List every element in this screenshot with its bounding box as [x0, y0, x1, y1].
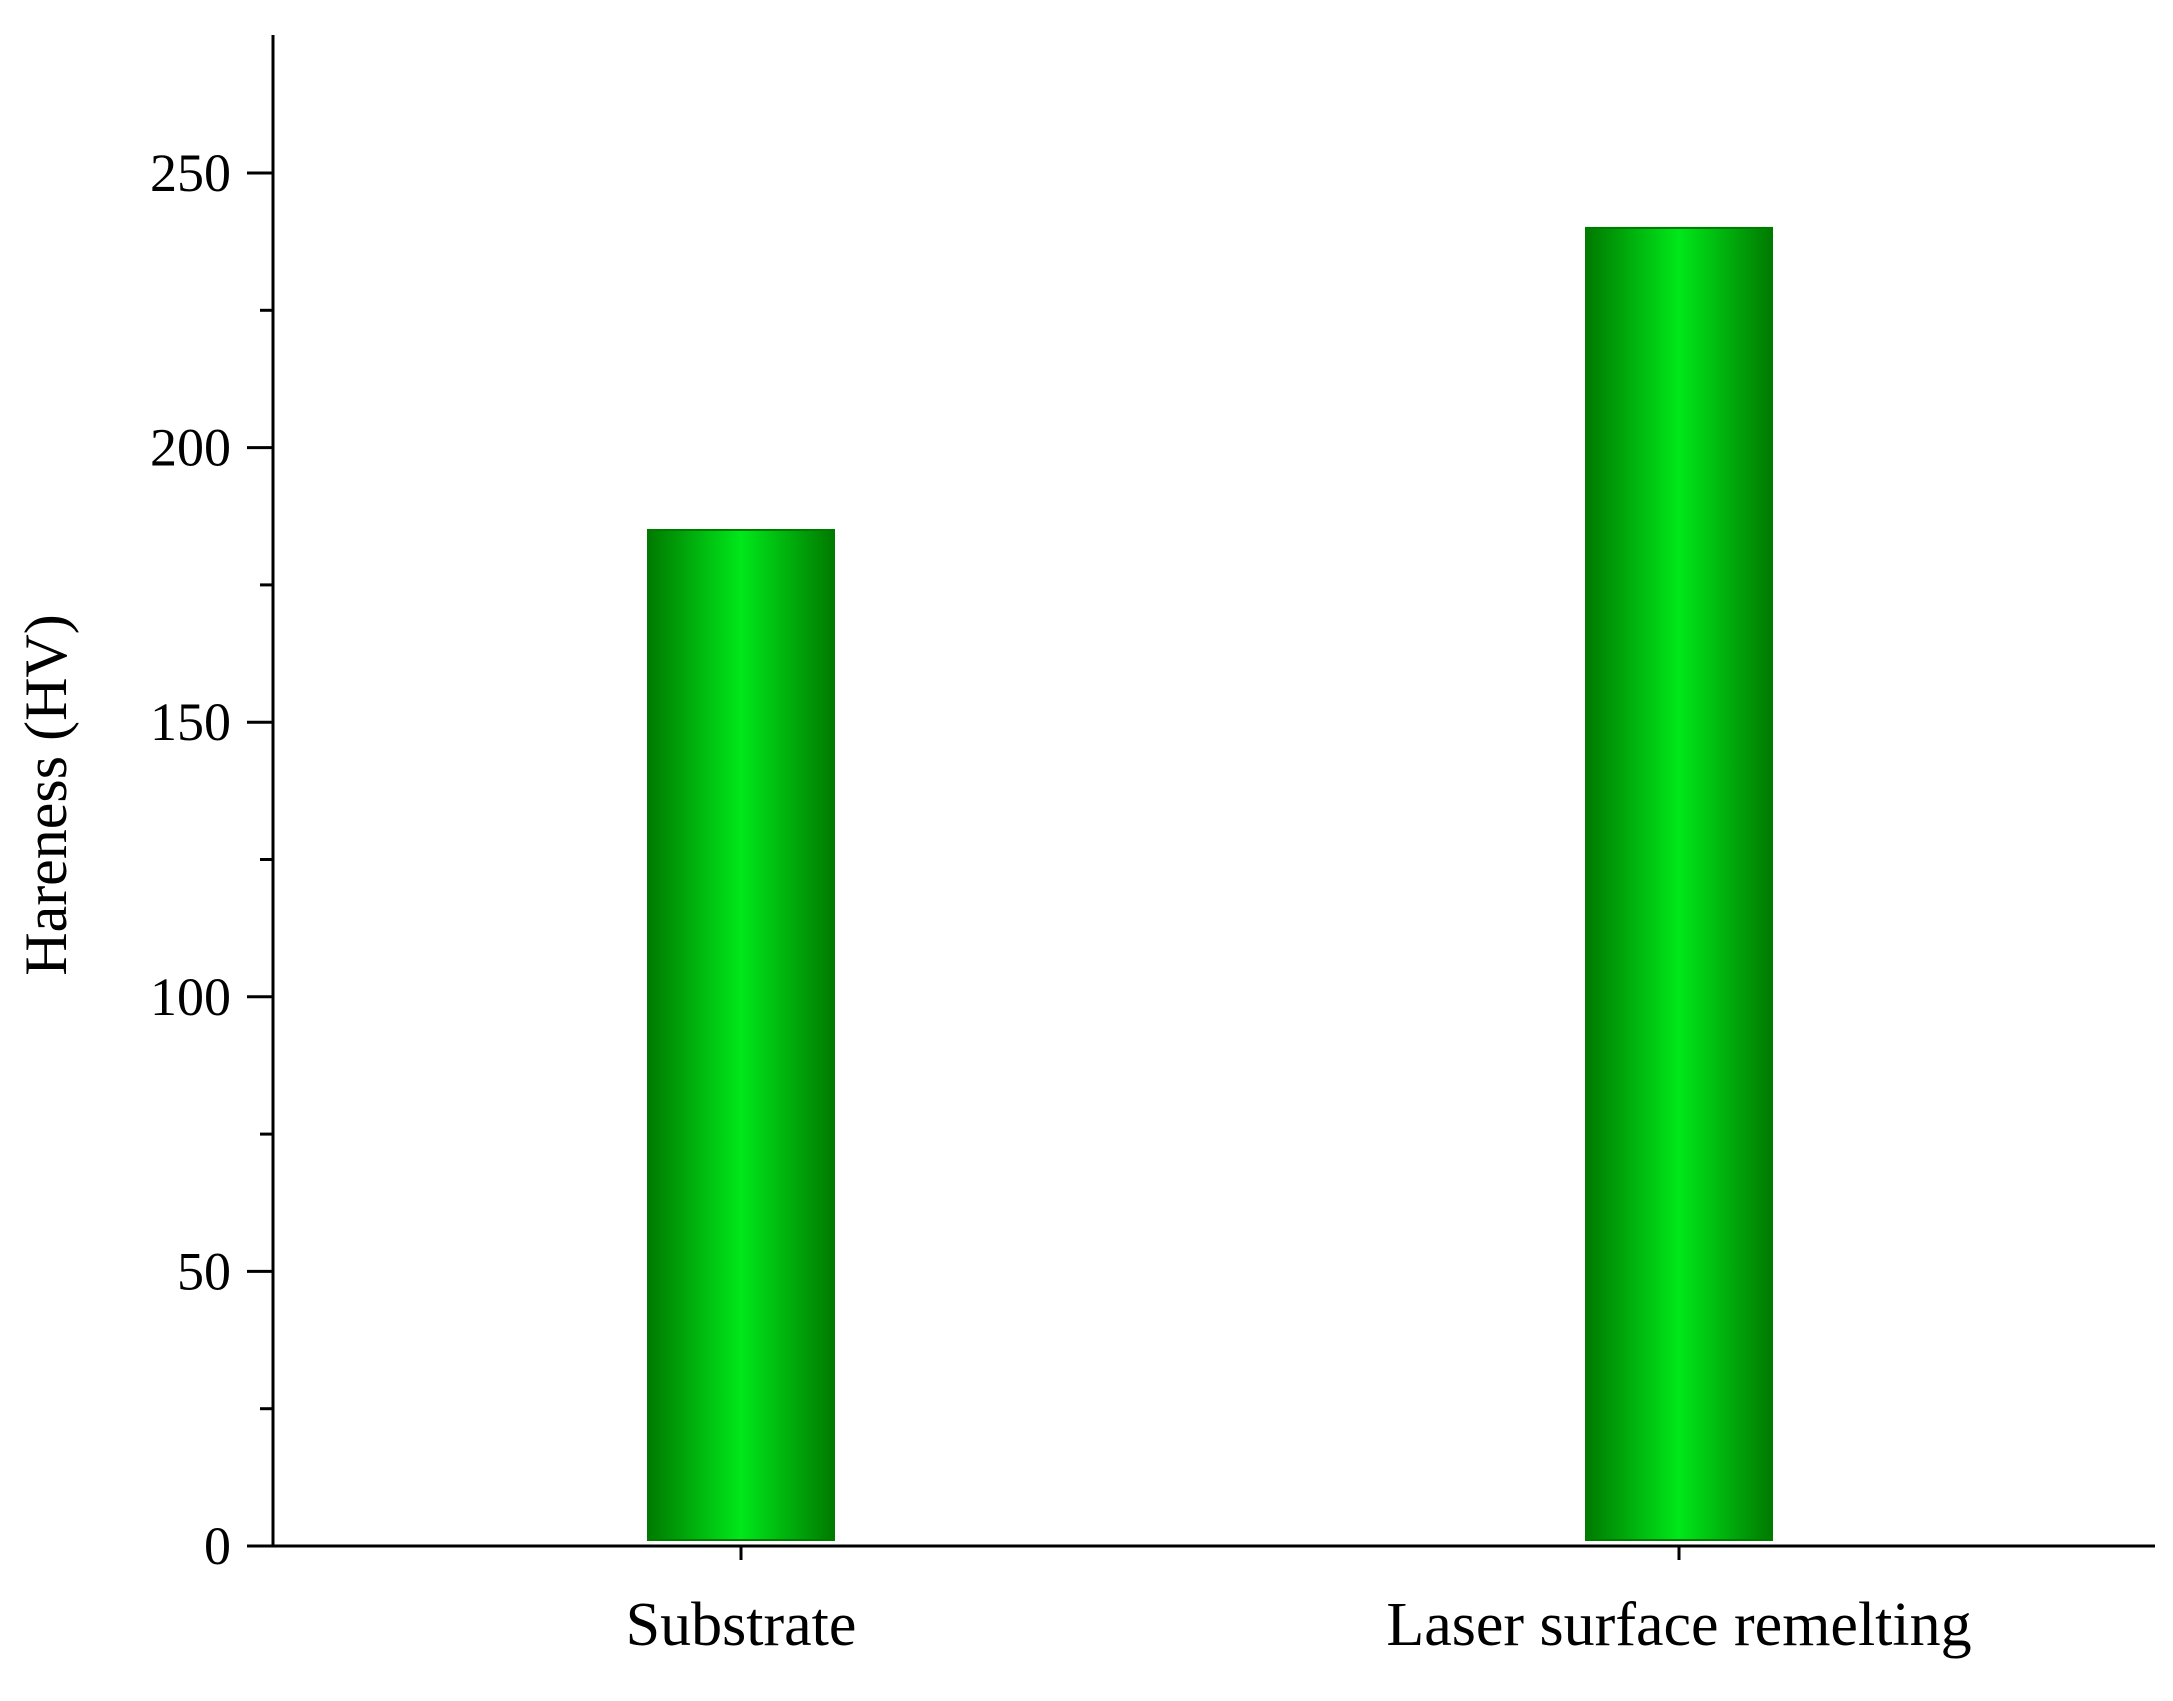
bar-laser-surface-remelting: [1585, 226, 1773, 1541]
bar-substrate: [647, 528, 835, 1541]
x-tick-label: Substrate: [626, 1591, 857, 1659]
y-tick-label: 0: [204, 1516, 231, 1576]
y-tick-label: 50: [177, 1241, 231, 1301]
y-tick-label: 100: [150, 967, 231, 1027]
axes-layer: [247, 35, 2155, 1560]
y-tick-label: 150: [150, 692, 231, 752]
y-axis-title: Hareness (HV): [13, 614, 79, 976]
x-tick-label: Laser surface remelting: [1386, 1591, 1971, 1659]
y-tick-label: 200: [150, 418, 231, 478]
labels-layer: Hareness (HV) 0 50 100 150 200 250 Substrate La…: [13, 143, 1972, 1659]
y-tick-label: 250: [150, 143, 231, 203]
bars-layer: [647, 226, 1773, 1541]
